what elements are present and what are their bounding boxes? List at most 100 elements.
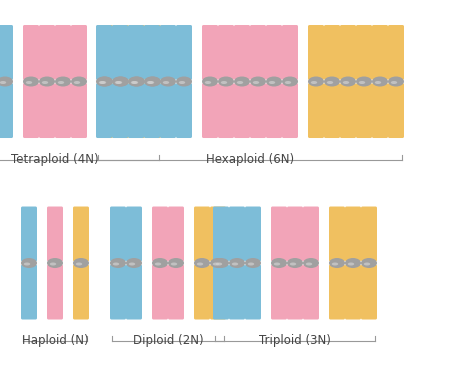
Ellipse shape [76,263,82,266]
FancyBboxPatch shape [361,265,377,319]
Ellipse shape [340,76,356,86]
Ellipse shape [359,81,365,84]
Ellipse shape [176,76,192,86]
Ellipse shape [148,81,154,84]
FancyBboxPatch shape [250,83,266,138]
FancyBboxPatch shape [71,25,87,80]
FancyBboxPatch shape [152,265,168,319]
Ellipse shape [290,263,296,266]
FancyBboxPatch shape [266,83,282,138]
FancyBboxPatch shape [126,265,142,319]
Ellipse shape [391,81,397,84]
FancyBboxPatch shape [113,25,129,80]
Ellipse shape [213,263,219,266]
FancyBboxPatch shape [144,83,160,138]
Ellipse shape [116,81,122,84]
FancyBboxPatch shape [126,207,142,262]
FancyBboxPatch shape [213,265,229,319]
Ellipse shape [234,76,250,86]
Ellipse shape [332,263,338,266]
Ellipse shape [0,76,13,86]
Ellipse shape [218,76,234,86]
FancyBboxPatch shape [194,207,210,262]
Ellipse shape [132,81,138,84]
Ellipse shape [308,76,324,86]
Ellipse shape [129,263,135,266]
FancyBboxPatch shape [110,265,126,319]
Ellipse shape [131,81,137,84]
FancyBboxPatch shape [55,25,71,80]
Ellipse shape [205,81,211,84]
Ellipse shape [47,258,63,268]
Ellipse shape [372,76,388,86]
Ellipse shape [0,81,6,84]
Ellipse shape [26,81,32,84]
Ellipse shape [112,76,128,86]
Ellipse shape [361,258,377,268]
FancyBboxPatch shape [324,83,340,138]
FancyBboxPatch shape [194,265,210,319]
FancyBboxPatch shape [340,25,356,80]
Ellipse shape [100,81,106,84]
Ellipse shape [73,258,89,268]
Ellipse shape [364,263,370,266]
FancyBboxPatch shape [234,83,250,138]
Ellipse shape [113,76,129,86]
Ellipse shape [42,81,48,84]
Ellipse shape [126,258,142,268]
FancyBboxPatch shape [145,25,161,80]
FancyBboxPatch shape [112,25,128,80]
Ellipse shape [306,263,312,266]
FancyBboxPatch shape [308,83,324,138]
Ellipse shape [152,258,168,268]
Ellipse shape [21,258,37,268]
Ellipse shape [356,76,372,86]
Ellipse shape [250,76,266,86]
FancyBboxPatch shape [47,207,63,262]
FancyBboxPatch shape [282,25,298,80]
Ellipse shape [232,263,238,266]
FancyBboxPatch shape [55,83,71,138]
Ellipse shape [388,76,404,86]
FancyBboxPatch shape [73,265,89,319]
Ellipse shape [197,263,203,266]
Ellipse shape [213,258,229,268]
Ellipse shape [171,263,177,266]
Ellipse shape [50,263,56,266]
Ellipse shape [216,263,222,266]
Ellipse shape [194,258,210,268]
Ellipse shape [229,258,245,268]
FancyBboxPatch shape [160,83,176,138]
Ellipse shape [97,76,113,86]
Ellipse shape [155,263,161,266]
Ellipse shape [179,81,185,84]
Ellipse shape [285,81,291,84]
Ellipse shape [202,76,218,86]
FancyBboxPatch shape [229,265,245,319]
Ellipse shape [210,258,226,268]
FancyBboxPatch shape [271,265,287,319]
FancyBboxPatch shape [218,83,234,138]
Text: Haploid (N): Haploid (N) [22,334,88,347]
Ellipse shape [147,81,153,84]
FancyBboxPatch shape [144,25,160,80]
Ellipse shape [71,76,87,86]
FancyBboxPatch shape [112,83,128,138]
Ellipse shape [99,81,105,84]
FancyBboxPatch shape [176,25,192,80]
Ellipse shape [271,258,287,268]
FancyBboxPatch shape [324,25,340,80]
Ellipse shape [329,258,345,268]
FancyBboxPatch shape [96,25,112,80]
FancyBboxPatch shape [21,207,37,262]
Ellipse shape [163,81,169,84]
FancyBboxPatch shape [356,83,372,138]
FancyBboxPatch shape [388,83,404,138]
FancyBboxPatch shape [245,265,261,319]
Ellipse shape [287,258,303,268]
Ellipse shape [144,76,160,86]
FancyBboxPatch shape [202,25,218,80]
FancyBboxPatch shape [97,25,113,80]
FancyBboxPatch shape [356,25,372,80]
FancyBboxPatch shape [21,265,37,319]
